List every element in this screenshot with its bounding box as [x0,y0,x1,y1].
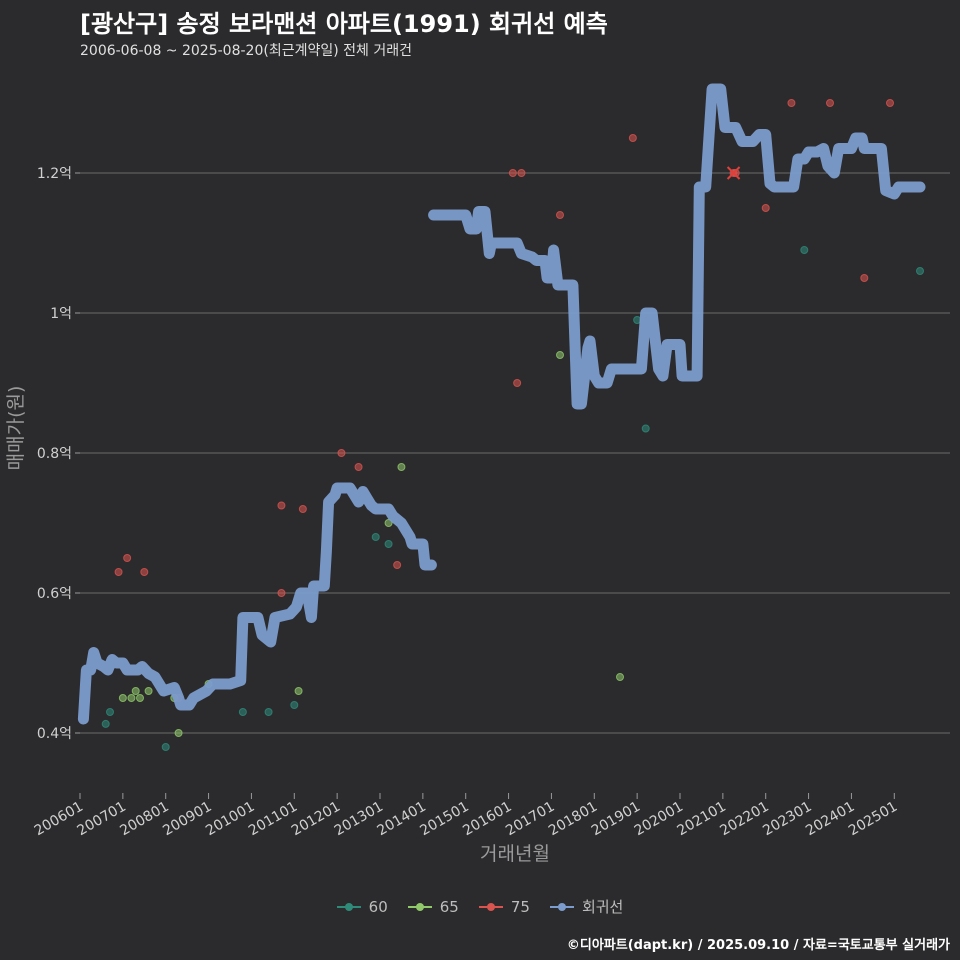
data-point-65 [384,519,393,527]
data-point-65 [174,729,183,737]
y-tick-label: 1.2억 [37,166,72,182]
x-tick-label: 202301 [760,799,814,840]
data-point-75 [393,561,402,569]
legend-key-65-icon [407,901,432,913]
data-point-65 [397,463,406,471]
data-point-75 [140,568,149,576]
data-point-60 [161,743,170,751]
data-point-75 [114,568,123,576]
data-point-75 [354,463,363,471]
latest-cross-b [726,166,741,180]
x-tick-label: 201701 [503,799,557,840]
data-point-65 [127,694,136,702]
x-tick-label: 200601 [32,799,86,840]
data-point-75 [556,211,564,219]
latest-marker [726,166,741,180]
data-point-65 [131,687,140,695]
data-point-75 [298,505,307,513]
data-point-60 [641,424,650,433]
data-point-75 [277,501,286,510]
data-point-60 [264,708,273,716]
legend-label-regression: 회귀선 [581,898,624,916]
x-tick-label: 201301 [332,799,386,840]
legend-label-75: 75 [510,897,530,916]
y-tick-label: 1억 [50,306,72,322]
data-point-75 [513,379,522,387]
legend-label-60: 60 [368,897,388,916]
data-point-75 [277,589,286,597]
data-point-60 [916,267,924,275]
y-tick-label: 0.4억 [37,726,72,742]
x-tick-label: 200901 [160,799,214,840]
x-tick-label: 201201 [289,799,343,840]
data-point-75 [123,554,132,562]
chart-subtitle: 2006-06-08 ~ 2025-08-20(최근계약일) 전체 거래건 [80,43,412,59]
legend-item-75: 75 [478,896,530,917]
regression-line [77,83,926,725]
x-tick-label: 201101 [246,799,300,840]
data-point-75 [337,449,346,457]
x-tick-label: 200701 [75,799,129,840]
data-point-75 [787,99,796,107]
regression-path [428,83,926,410]
x-tick-label: 202101 [675,799,729,840]
x-tick-label: 201401 [375,799,429,840]
data-point-60 [371,533,380,541]
data-point-75 [517,169,526,177]
legend-key-75-icon [478,901,503,913]
data-point-60 [101,719,110,728]
data-point-60 [106,708,114,716]
x-tick-label: 202201 [717,799,771,840]
x-tick-label: 202001 [632,799,686,840]
x-tick-label: 201801 [546,799,600,840]
data-point-65 [118,694,127,702]
legend: 60 65 75 회귀선 [0,896,960,917]
x-axis-ticks: 2006012007012008012009012010012011012012… [32,793,900,840]
legend-item-60: 60 [336,896,388,917]
regression-path [77,482,437,725]
x-tick-label: 201501 [417,799,471,840]
legend-key-regression-icon [549,901,574,913]
x-tick-label: 201601 [460,799,514,840]
data-point-65 [136,694,144,702]
scatter-points [101,99,924,751]
y-axis-label: 매매가(원) [5,386,27,471]
legend-label-65: 65 [439,897,459,916]
data-point-60 [238,708,247,716]
y-axis-ticks: 0.4억 0.6억 0.8억 1억 1.2억 [37,166,80,742]
x-tick-label: 201001 [203,799,257,840]
x-tick-label: 202401 [803,799,857,840]
data-point-75 [886,99,894,107]
data-point-75 [628,134,637,142]
grid-lines [80,172,950,734]
y-tick-label: 0.8억 [37,446,72,462]
data-point-75 [508,169,517,177]
data-point-60 [384,540,393,548]
x-tick-label: 202501 [846,799,900,840]
data-point-65 [294,687,303,695]
chart-title: [광산구] 송정 보라맨션 아파트(1991) 회귀선 예측 [80,10,608,38]
data-point-65 [616,673,624,681]
data-point-65 [144,687,153,695]
source-caption: ©디아파트(dapt.kr) / 2025.09.10 / 자료=국토교통부 실… [566,938,950,953]
y-tick-label: 0.6억 [37,586,72,602]
data-point-60 [290,701,299,709]
data-point-60 [800,246,809,254]
legend-key-60-icon [336,901,361,913]
x-tick-label: 200801 [117,799,171,840]
data-point-75 [761,204,770,212]
legend-item-regression: 회귀선 [549,896,624,917]
data-point-65 [556,351,564,359]
x-tick-label: 201901 [589,799,643,840]
legend-item-65: 65 [407,896,459,917]
data-point-75 [826,99,834,107]
x-axis-label: 거래년월 [480,843,550,865]
data-point-75 [860,274,869,282]
